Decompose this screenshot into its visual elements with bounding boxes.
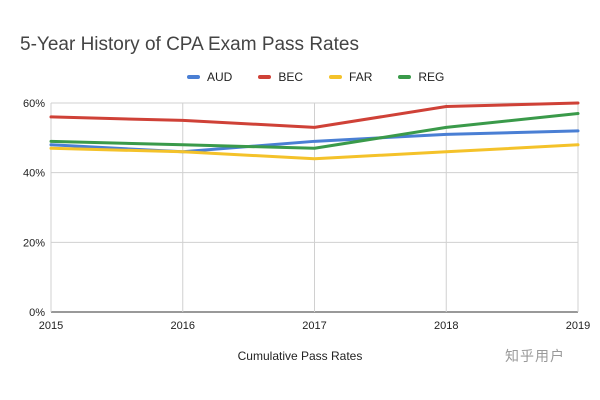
series-line-bec xyxy=(49,101,580,129)
legend-swatch xyxy=(258,75,272,79)
series-line-reg xyxy=(49,111,580,150)
legend-item-bec: BEC xyxy=(258,70,303,84)
legend-label: BEC xyxy=(278,70,304,84)
legend-label: AUD xyxy=(207,70,233,84)
legend-swatch xyxy=(187,75,200,79)
x-tick-label: 2018 xyxy=(434,320,458,332)
x-tick-label: 2016 xyxy=(171,320,195,332)
series-line-far xyxy=(49,143,580,161)
y-tick-label: 60% xyxy=(23,98,45,110)
x-tick-label: 2019 xyxy=(566,320,590,332)
legend-item-reg: REG xyxy=(398,70,444,84)
watermark-text: 知乎用户 xyxy=(505,348,565,364)
x-axis-label: Cumulative Pass Rates xyxy=(237,349,363,363)
legend-item-far: FAR xyxy=(329,70,372,84)
y-tick-label: 40% xyxy=(23,168,45,180)
legend-label: REG xyxy=(418,70,445,84)
y-tick-label: 20% xyxy=(23,237,45,249)
x-tick-label: 2015 xyxy=(39,320,63,332)
legend-swatch xyxy=(329,75,343,79)
legend-item-aud: AUD xyxy=(187,70,232,84)
y-tick-label: 0% xyxy=(29,307,45,319)
chart-title: 5-Year History of CPA Exam Pass Rates xyxy=(20,34,359,55)
x-tick-label: 2017 xyxy=(302,320,326,332)
legend-swatch xyxy=(398,75,412,79)
chart-legend: AUD BEC FAR REG xyxy=(187,70,444,84)
legend-label: FAR xyxy=(349,70,373,84)
